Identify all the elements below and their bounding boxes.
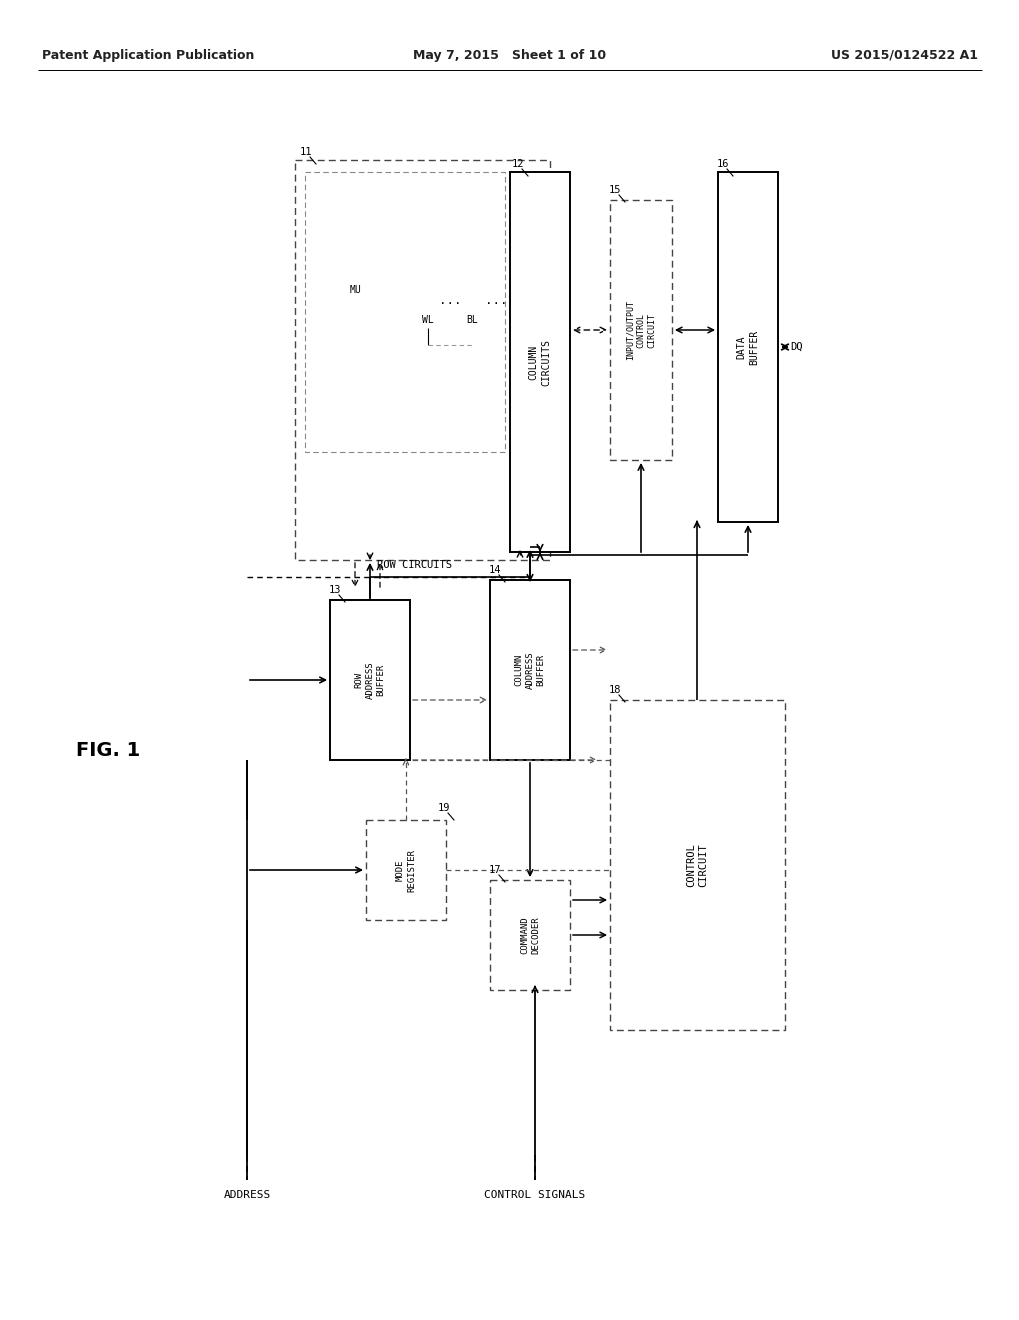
Text: COMMAND
DECODER: COMMAND DECODER — [520, 916, 539, 954]
Text: INPUT/OUTPUT
CONTROL
CIRCUIT: INPUT/OUTPUT CONTROL CIRCUIT — [625, 300, 656, 360]
Text: 19: 19 — [437, 803, 450, 813]
Text: WL: WL — [422, 315, 433, 325]
Text: 14: 14 — [488, 565, 501, 576]
Text: MODE
REGISTER: MODE REGISTER — [395, 849, 416, 891]
Text: DQ: DQ — [790, 342, 803, 352]
Bar — [489, 880, 570, 990]
Bar — [489, 579, 570, 760]
Text: CONTROL
CIRCUIT: CONTROL CIRCUIT — [686, 843, 708, 887]
Text: 16: 16 — [716, 158, 729, 169]
Bar — [294, 160, 549, 560]
Bar — [366, 820, 445, 920]
Bar — [330, 601, 410, 760]
Bar — [510, 172, 570, 552]
Text: 13: 13 — [329, 585, 341, 595]
Text: ROW
ADDRESS
BUFFER: ROW ADDRESS BUFFER — [354, 661, 385, 698]
Text: Patent Application Publication: Patent Application Publication — [42, 49, 254, 62]
Text: BL: BL — [466, 315, 478, 325]
Text: COLUMN
ADDRESS
BUFFER: COLUMN ADDRESS BUFFER — [514, 651, 545, 689]
Text: May 7, 2015   Sheet 1 of 10: May 7, 2015 Sheet 1 of 10 — [413, 49, 606, 62]
Text: ADDRESS: ADDRESS — [223, 1191, 270, 1200]
Text: MU: MU — [350, 285, 362, 294]
Text: 18: 18 — [608, 685, 621, 696]
Bar — [609, 700, 785, 1030]
Bar — [305, 172, 504, 451]
Text: US 2015/0124522 A1: US 2015/0124522 A1 — [830, 49, 977, 62]
Text: FIG. 1: FIG. 1 — [75, 741, 140, 759]
Bar — [609, 201, 672, 459]
Text: 15: 15 — [608, 185, 621, 195]
Bar — [717, 172, 777, 521]
Text: ROW CIRCUITS: ROW CIRCUITS — [377, 560, 452, 570]
Text: ...: ... — [484, 293, 506, 306]
Text: ...: ... — [438, 293, 461, 306]
Text: DATA
BUFFER: DATA BUFFER — [736, 330, 758, 364]
Text: CONTROL SIGNALS: CONTROL SIGNALS — [484, 1191, 585, 1200]
Text: 17: 17 — [488, 865, 501, 875]
Text: 12: 12 — [512, 158, 524, 169]
Text: COLUMN
CIRCUITS: COLUMN CIRCUITS — [528, 338, 550, 385]
Text: 11: 11 — [300, 147, 312, 157]
